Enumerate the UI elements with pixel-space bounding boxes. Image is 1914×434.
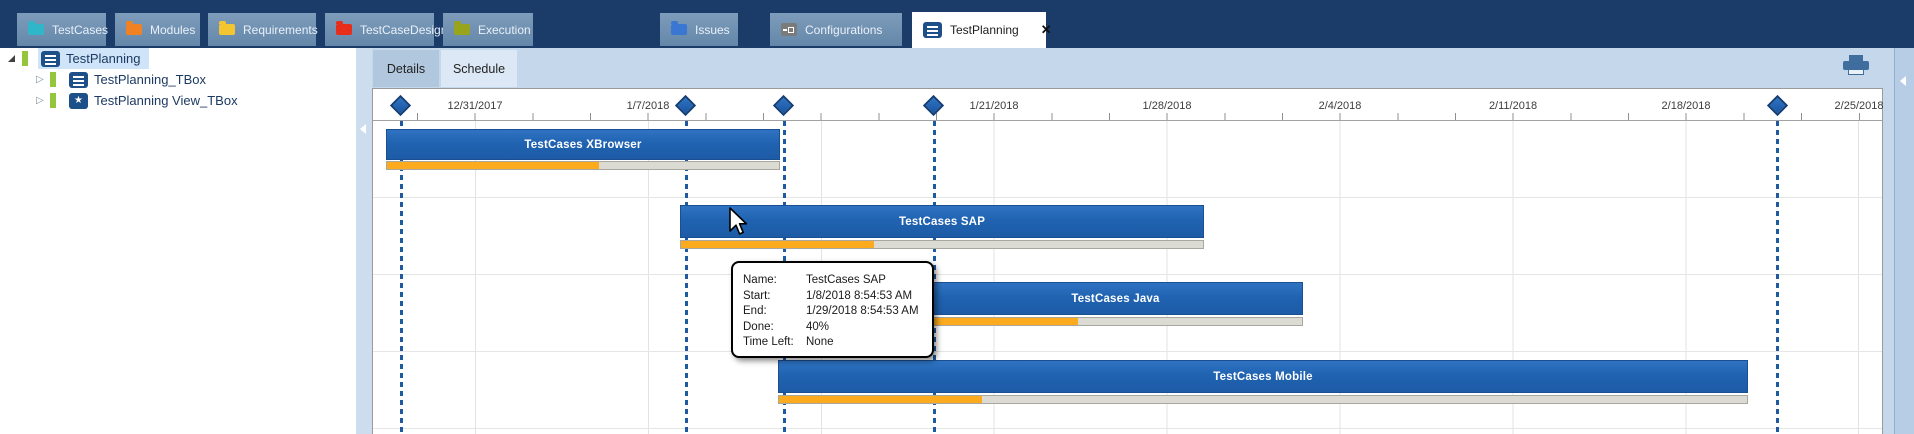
tab-requirements[interactable]: Requirements (208, 13, 318, 46)
tab-testcases[interactable]: TestCases (17, 13, 109, 46)
tab-label: TestCaseDesign (360, 22, 448, 37)
gantt-bar-testcases-mobile[interactable]: TestCases Mobile (778, 360, 1748, 393)
progress-bar (928, 317, 1303, 326)
tooltip-label: Start: (743, 289, 771, 302)
tab-label: Schedule (452, 61, 506, 76)
ruler-line (373, 120, 1882, 121)
date-label: 2/11/2018 (1488, 100, 1538, 112)
folder-icon (219, 21, 235, 35)
collapse-right-icon[interactable] (1900, 76, 1906, 86)
tree-item-testplanning-view-tbox[interactable]: ▷ ★ TestPlanning View_TBox (0, 90, 247, 111)
configurations-icon (781, 23, 797, 36)
collapse-left-icon[interactable] (360, 124, 366, 134)
tab-configurations[interactable]: Configurations (770, 13, 902, 46)
tab-label: Modules (150, 22, 196, 37)
tooltip-value: None (806, 336, 834, 348)
milestone-dropline (1776, 121, 1779, 434)
folder-icon (28, 21, 44, 35)
right-collapse-strip[interactable] (1894, 48, 1914, 434)
printer-icon (1849, 55, 1863, 61)
folder-icon (336, 21, 352, 35)
tab-label: TestCases (52, 22, 109, 37)
mouse-cursor (729, 207, 748, 235)
print-button[interactable] (1843, 55, 1869, 76)
date-label: 2/25/2018 (1834, 100, 1884, 112)
date-label: 2/18/2018 (1661, 100, 1711, 112)
gantt-bar-testcases-xbrowser[interactable]: TestCases XBrowser (386, 129, 780, 160)
tab-testcasedesign[interactable]: TestCaseDesign (325, 13, 447, 46)
document-icon (41, 50, 60, 67)
milestone-dropline (400, 121, 403, 434)
tooltip-label: Name: (743, 274, 777, 286)
milestone-dropline (685, 121, 688, 434)
progress-bar (680, 240, 1204, 249)
tooltip-value: 40% (806, 320, 830, 333)
tooltip-value: 1/29/2018 8:54:53 AM (806, 305, 919, 317)
tree-item-label: TestPlanning_TBox (94, 72, 207, 87)
tooltip-value: TestCases SAP (806, 274, 886, 286)
tab-label: Configurations (805, 22, 883, 37)
ruler-ticks (417, 113, 1882, 120)
date-label: 12/31/2017 (447, 100, 503, 112)
tooltip-label: End: (743, 305, 767, 317)
expander-closed-icon[interactable]: ▷ (36, 73, 44, 85)
green-marker (22, 51, 28, 66)
gantt-panel: 12/31/2017 1/7/2018 1/21/2018 1/28/2018 … (372, 88, 1883, 434)
document-icon (923, 22, 942, 38)
tab-label: Execution (478, 22, 531, 37)
date-label: 1/28/2018 (1142, 100, 1192, 112)
green-marker (50, 72, 56, 87)
tree-item-label: TestPlanning View_TBox (94, 93, 238, 108)
tree-item-label: TestPlanning (66, 51, 141, 66)
tab-schedule[interactable]: Schedule (441, 50, 517, 87)
tree-panel: TestPlanning ▷ TestPlanning_TBox ▷ ★ Tes… (0, 48, 356, 434)
milestone-dropline (933, 121, 936, 434)
progress-bar (778, 395, 1748, 404)
close-tab-icon[interactable]: ✕ (1040, 22, 1052, 37)
tab-modules[interactable]: Modules (115, 13, 200, 46)
milestone-diamond[interactable] (389, 94, 412, 117)
date-label: 2/4/2018 (1318, 100, 1362, 112)
tab-label: TestPlanning (950, 23, 1019, 37)
tooltip-value: 1/8/2018 8:54:53 AM (806, 289, 913, 302)
tooltip-label: Time Left: (743, 336, 794, 348)
top-tab-bar: TestCases Modules Requirements TestCaseD… (0, 0, 1914, 48)
expander-closed-icon[interactable]: ▷ (36, 94, 44, 106)
tree-item-testplanning-tbox[interactable]: ▷ TestPlanning_TBox (0, 69, 215, 90)
green-marker (50, 93, 56, 108)
folder-icon (126, 21, 142, 35)
tooltip-label: Done: (743, 320, 774, 333)
date-label: 1/7/2018 (626, 100, 670, 112)
gantt-bar-testcases-java[interactable]: TestCases Java (928, 282, 1303, 315)
tab-label: Details (386, 61, 426, 76)
date-label: 1/21/2018 (969, 100, 1019, 112)
task-tooltip: Name: TestCases SAP Start: 1/8/2018 8:54:5… (731, 261, 934, 358)
document-icon (69, 71, 88, 88)
tab-label: Requirements (243, 22, 318, 37)
star-view-icon: ★ (69, 92, 88, 109)
tab-label: Issues (695, 22, 730, 37)
expander-open-icon[interactable] (8, 55, 15, 62)
tab-testplanning[interactable]: TestPlanning ✕ (912, 12, 1052, 48)
tree-item-testplanning[interactable]: TestPlanning (0, 48, 150, 69)
panel-splitter[interactable] (356, 48, 372, 434)
tab-issues[interactable]: Issues (660, 13, 738, 46)
tab-details[interactable]: Details (373, 50, 439, 87)
folder-icon (671, 21, 687, 35)
gantt-bar-testcases-sap[interactable]: TestCases SAP (680, 205, 1204, 238)
folder-icon (454, 21, 470, 35)
progress-bar (386, 161, 780, 170)
tree-selection[interactable]: TestPlanning (38, 48, 150, 69)
tab-execution[interactable]: Execution (443, 13, 533, 46)
